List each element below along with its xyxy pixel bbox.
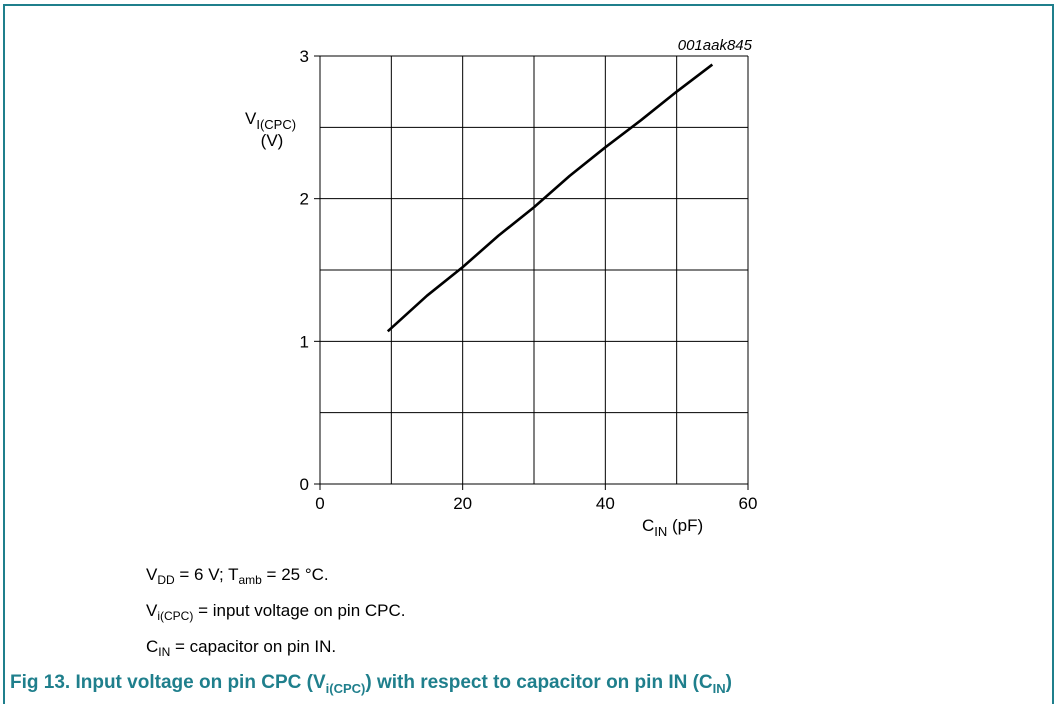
caption-c: ) <box>725 672 732 693</box>
y-tick-label: 0 <box>300 475 309 494</box>
figure-caption: Fig 13. Input voltage on pin CPC (Vi(CPC… <box>10 672 732 696</box>
note-conditions-a: V <box>146 565 158 584</box>
note-conditions-b: = 6 V; T <box>174 565 239 584</box>
caption-b: ) with respect to capacitor on pin IN (C <box>365 672 713 693</box>
chart-series <box>386 63 714 333</box>
series-line <box>386 63 714 333</box>
y-axis-label-sub: I(CPC) <box>256 117 296 132</box>
x-axis-label-sub: IN <box>654 524 667 539</box>
caption-a-sub: i(CPC) <box>325 681 366 696</box>
note-vi-a-sub: i(CPC) <box>157 609 194 623</box>
chart: 0 20 40 60 0 1 2 3 001aak845 VI(CPC) (V) CIN (p… <box>245 37 758 539</box>
x-tick-label: 20 <box>453 494 472 513</box>
note-vi-a: V <box>146 601 158 620</box>
x-tick-label: 60 <box>739 494 758 513</box>
y-axis-label: VI(CPC) <box>245 109 296 132</box>
note-cin-a: C <box>146 637 159 656</box>
x-axis-label-main: C <box>642 516 654 535</box>
caption-b-sub: IN <box>712 681 726 696</box>
x-tick-label: 40 <box>596 494 615 513</box>
note-cin-definition: CIN = capacitor on pin IN. <box>146 637 336 659</box>
note-conditions: VDD = 6 V; Tamb = 25 °C. <box>146 565 329 587</box>
note-vi-definition: Vi(CPC) = input voltage on pin CPC. <box>146 601 406 623</box>
chart-ticks: 0 20 40 60 0 1 2 3 <box>300 47 758 513</box>
figure-id-code: 001aak845 <box>678 37 753 54</box>
x-axis-label: CIN (pF) <box>642 516 703 539</box>
note-conditions-a-sub: DD <box>157 573 175 587</box>
note-conditions-b-sub: amb <box>238 573 262 587</box>
chart-grid <box>319 55 749 485</box>
note-vi-b: = input voltage on pin CPC. <box>193 601 406 620</box>
x-axis-label-unit: (pF) <box>667 516 703 535</box>
x-tick-label: 0 <box>315 494 324 513</box>
y-tick-label: 2 <box>300 190 309 209</box>
y-axis-label-main: V <box>245 109 257 128</box>
figure-frame <box>3 4 1054 704</box>
note-conditions-c: = 25 °C. <box>261 565 329 584</box>
y-tick-label: 1 <box>300 332 309 351</box>
y-tick-label: 3 <box>300 47 309 66</box>
note-cin-b: = capacitor on pin IN. <box>170 637 337 656</box>
caption-a: Fig 13. Input voltage on pin CPC (V <box>10 672 326 693</box>
y-axis-unit: (V) <box>261 131 284 150</box>
note-cin-a-sub: IN <box>158 645 171 659</box>
